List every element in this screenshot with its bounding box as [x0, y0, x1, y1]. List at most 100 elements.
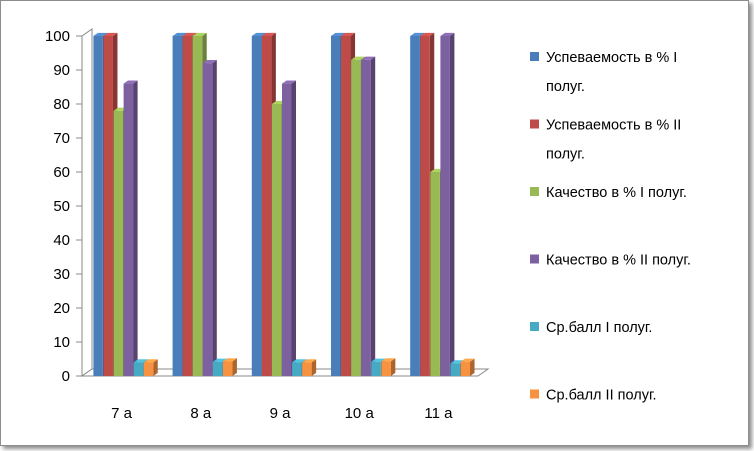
bar-top: [410, 32, 425, 36]
bar-front: [450, 363, 460, 376]
bar-front: [251, 36, 262, 376]
legend-label: Успеваемость в % II: [546, 118, 681, 134]
bar-front: [282, 83, 292, 376]
bar-top: [261, 32, 276, 36]
legend-swatch: [530, 52, 539, 61]
bar: [460, 358, 475, 376]
y-tick-label: 100: [45, 28, 70, 45]
bar-front: [271, 104, 282, 376]
legend-label: Качество в % I полуг.: [546, 185, 687, 201]
bar-top: [440, 32, 455, 36]
bar-front: [222, 361, 233, 376]
bar-top: [381, 358, 396, 362]
bar-front: [192, 36, 203, 376]
x-category-label: 9 а: [270, 405, 292, 422]
bar-top: [212, 358, 227, 362]
bar: [381, 358, 396, 376]
bar-front: [420, 36, 430, 376]
bar-top: [361, 56, 376, 60]
legend-item: Ср.балл I полуг.: [530, 320, 652, 336]
bar: [202, 60, 217, 377]
bar-front: [261, 36, 272, 376]
bar-top: [371, 358, 386, 362]
bar-top: [182, 32, 197, 36]
legend-swatch: [530, 322, 539, 331]
bar-top: [341, 32, 356, 36]
bar-front: [212, 361, 223, 376]
legend-label: Ср.балл I полуг.: [546, 320, 652, 336]
bar-top: [103, 32, 118, 36]
bar-top: [292, 359, 307, 363]
bar: [440, 32, 455, 376]
legend-label: Качество в % II полуг.: [546, 253, 691, 269]
legend-swatch: [530, 119, 539, 129]
bar-front: [202, 63, 213, 376]
bar: [282, 80, 296, 376]
bar-top: [460, 358, 475, 362]
bar-front: [302, 362, 312, 376]
legend-item: Успеваемость в % II полуг.: [530, 118, 681, 163]
legend-item: Качество в % I полуг.: [530, 185, 687, 201]
bar: [361, 56, 376, 377]
bar-top: [351, 56, 366, 60]
bar-front: [93, 36, 103, 376]
bar-front: [440, 36, 450, 376]
y-tick-label: 50: [53, 198, 70, 215]
bar-side: [449, 32, 455, 376]
bar-top: [302, 359, 317, 363]
legend-swatch: [530, 254, 539, 264]
bar-side: [311, 359, 317, 376]
y-tick-label: 70: [53, 130, 70, 147]
bar-front: [143, 362, 154, 376]
bar-side: [133, 80, 138, 376]
y-tick-label: 60: [53, 164, 70, 181]
bar-top: [143, 359, 158, 363]
y-tick-label: 90: [53, 62, 70, 79]
legend-item: Ср.балл II полуг.: [530, 388, 657, 404]
x-axis-categories: 7 а 8 а 9 а 10 а 11 а: [111, 405, 453, 422]
bar-side: [232, 358, 237, 376]
y-tick-label: 0: [62, 368, 70, 385]
bar-front: [123, 83, 134, 376]
bar-side: [470, 358, 475, 376]
bar-front: [351, 59, 361, 377]
x-category-label: 8 а: [190, 405, 212, 422]
bar-front: [381, 361, 391, 376]
bar-side: [291, 80, 296, 376]
bar-top: [202, 60, 217, 64]
bar-side: [212, 60, 217, 377]
bar-front: [430, 172, 440, 376]
bar-front: [460, 361, 471, 376]
bar-front: [341, 36, 351, 376]
bar-top: [133, 359, 148, 363]
x-category-label: 11 а: [424, 405, 453, 422]
side-wall: [81, 28, 93, 377]
bar-top: [251, 32, 266, 36]
bar-front: [182, 36, 193, 376]
bar-front: [133, 362, 144, 376]
bar-top: [330, 32, 345, 36]
bar: [302, 359, 317, 376]
bar-top: [123, 80, 138, 84]
bar-front: [172, 36, 183, 376]
y-tick-label: 30: [53, 266, 70, 283]
legend-swatch: [530, 187, 539, 196]
y-tick-label: 20: [53, 300, 70, 317]
y-tick-label: 80: [53, 96, 70, 113]
legend-swatch: [530, 389, 539, 399]
legend-label: полуг.: [546, 147, 585, 163]
bar: [143, 359, 158, 376]
legend-label: Успеваемость в % I: [546, 50, 677, 66]
y-axis-ticks: 0 10 20 30 40 50 60 70 80 90 100: [45, 28, 82, 385]
legend-item: Успеваемость в % I полуг.: [530, 50, 677, 95]
bar-side: [370, 56, 376, 377]
bar-front: [103, 36, 113, 376]
bar-front: [371, 361, 381, 376]
bar-side: [153, 359, 158, 376]
bar-front: [292, 362, 302, 376]
bar-top: [192, 32, 207, 36]
bar-side: [390, 358, 396, 376]
bar-top: [282, 80, 296, 84]
